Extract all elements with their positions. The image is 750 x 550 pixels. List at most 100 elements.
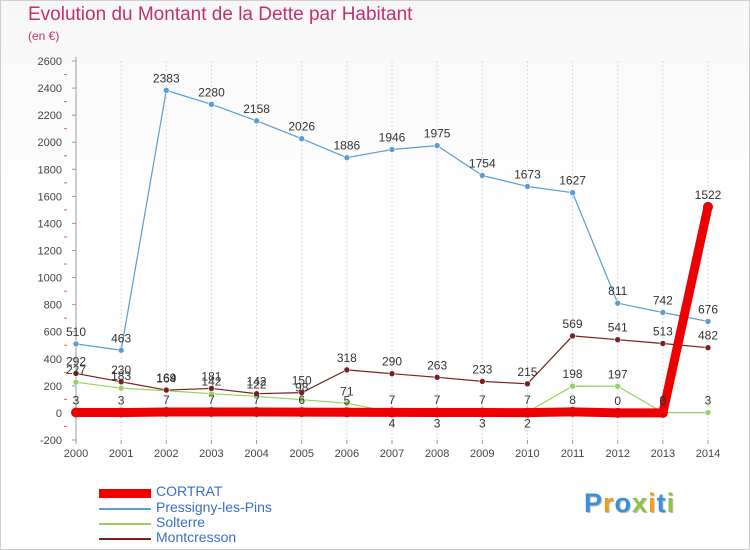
data-point (71, 407, 81, 418)
x-tick-label: 2014 (696, 448, 720, 460)
data-point (704, 318, 712, 325)
data-label: 7 (434, 393, 441, 407)
data-point (659, 309, 667, 316)
x-tick-label: 2004 (244, 448, 268, 460)
legend-label: CORTRAT (156, 483, 223, 499)
data-label: 71 (340, 384, 354, 398)
data-label: 215 (517, 365, 537, 379)
data-label: 1673 (514, 167, 541, 181)
data-point (703, 201, 713, 212)
y-tick-label: 2400 (38, 83, 62, 95)
legend-swatch (99, 489, 151, 498)
data-label: 463 (111, 331, 131, 345)
data-label: 3 (705, 394, 712, 408)
data-point (478, 378, 486, 385)
data-label: 290 (382, 355, 402, 369)
data-label: 2280 (198, 85, 225, 99)
chart-subtitle: (en €) (28, 29, 60, 43)
y-tick-label: -200 (40, 435, 62, 447)
data-point (343, 154, 351, 161)
logo-letter: i (666, 488, 676, 518)
data-label: 1627 (559, 174, 586, 188)
data-point (117, 346, 125, 354)
data-label: 3 (660, 394, 667, 408)
data-label: 0 (660, 394, 667, 408)
data-point (657, 407, 668, 418)
y-tick-label: 400 (44, 354, 62, 366)
grid (75, 61, 709, 440)
y-tick-label: 2600 (38, 56, 62, 68)
y-tick-label: 1000 (38, 273, 62, 285)
data-point (296, 407, 307, 418)
data-label: 2 (524, 417, 531, 431)
data-label: 7 (524, 393, 531, 407)
data-labels: 3 3 7 7 7 6 5 4 3 3 2 8 0 0 1522 510 463 2383 2280 2158 2026… (66, 71, 722, 430)
data-point (343, 400, 351, 407)
data-label: 8 (569, 393, 576, 407)
y-tick-label: 1800 (38, 164, 62, 176)
data-point (341, 407, 352, 418)
x-tick-label: 2002 (154, 448, 178, 460)
data-label: 183 (111, 369, 131, 383)
logo-letter: x (632, 488, 649, 518)
data-point (432, 407, 443, 418)
data-label: 198 (563, 367, 583, 381)
x-tick-label: 2003 (199, 448, 223, 460)
data-label: 233 (472, 362, 492, 376)
logo-letter: o (614, 488, 633, 518)
y-tick-label: 600 (44, 327, 62, 339)
data-point (704, 409, 712, 416)
data-label: 164 (156, 372, 176, 386)
data-label: 292 (66, 354, 86, 368)
data-point (116, 407, 127, 418)
data-label: 263 (427, 358, 447, 372)
legend-swatch (99, 523, 151, 525)
logo-letter: r (603, 488, 615, 518)
legend-swatch (99, 508, 151, 510)
x-tick-label: 2000 (64, 448, 88, 460)
data-point (478, 172, 486, 179)
data-label: 3 (73, 394, 80, 408)
y-tick-label: 2200 (38, 110, 62, 122)
data-point (253, 117, 260, 125)
data-label: 569 (563, 317, 583, 331)
data-point (388, 370, 396, 377)
data-label: 7 (163, 393, 170, 407)
y-tick-label: 1400 (38, 218, 62, 230)
data-label: 4 (389, 416, 396, 430)
x-tick-label: 2006 (335, 448, 359, 460)
data-point (72, 378, 80, 386)
legend-label: Solterre (156, 514, 206, 530)
logo-letter: P (584, 488, 604, 518)
data-point (614, 299, 622, 307)
data-label: 150 (292, 374, 312, 388)
logo-letter: t (656, 488, 667, 518)
y-tick-label: 200 (44, 381, 62, 393)
x-tick-label: 2008 (425, 448, 449, 460)
data-point (477, 407, 488, 418)
data-label: 7 (253, 393, 260, 407)
data-label: 7 (208, 393, 215, 407)
data-point (569, 332, 576, 340)
data-point (208, 385, 215, 392)
data-label: 3 (479, 417, 486, 431)
data-label: 2158 (243, 102, 270, 116)
data-label: 541 (608, 321, 628, 335)
data-point (524, 183, 531, 190)
data-point (161, 406, 172, 417)
x-tick-label: 2010 (515, 448, 539, 460)
data-label: 142 (201, 375, 221, 389)
legend-swatch (99, 538, 151, 540)
data-point (251, 406, 262, 417)
data-point (659, 340, 667, 347)
data-point (387, 407, 397, 418)
y-tick-label: 800 (44, 300, 62, 312)
data-label: 482 (698, 329, 718, 343)
data-point (433, 374, 441, 381)
data-label: 230 (111, 363, 131, 377)
data-label: 122 (247, 377, 267, 391)
x-tick-label: 2011 (561, 448, 585, 460)
data-point (72, 340, 80, 348)
